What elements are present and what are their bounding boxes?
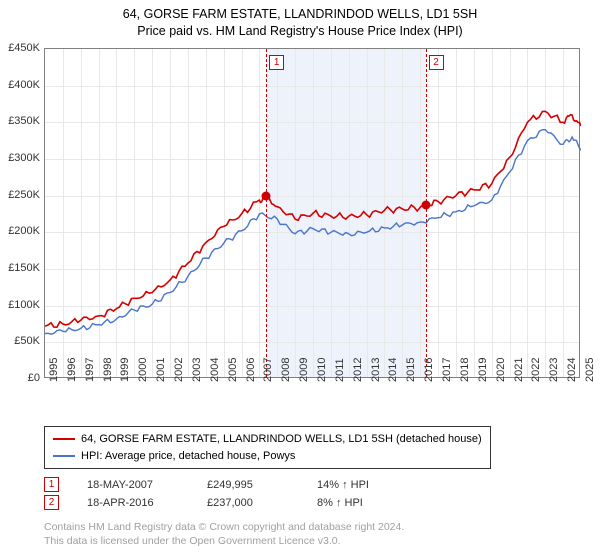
event-badge-1: 1 (44, 477, 59, 492)
event-badge-2: 2 (44, 495, 59, 510)
event-date-2: 18-APR-2016 (87, 497, 207, 509)
x-axis-label: 2018 (459, 358, 471, 382)
x-axis-label: 2015 (405, 358, 417, 382)
x-axis-label: 2011 (334, 358, 346, 382)
x-axis-label: 2014 (387, 358, 399, 382)
y-axis-label: £450K (8, 42, 40, 54)
x-axis-label: 2006 (245, 358, 257, 382)
event-line (426, 49, 427, 377)
x-axis-label: 1998 (102, 358, 114, 382)
x-axis-label: 2002 (173, 358, 185, 382)
chart-container: 64, GORSE FARM ESTATE, LLANDRINDOD WELLS… (0, 0, 600, 560)
event-pct-2: 8% ↑ HPI (317, 497, 437, 509)
legend-swatch-subject (53, 438, 75, 440)
x-axis-label: 2007 (262, 358, 274, 382)
chart-area: 12 £0£50K£100K£150K£200K£250K£300K£350K£… (44, 48, 580, 398)
event-badge-on-chart: 2 (429, 55, 444, 70)
legend-label-hpi: HPI: Average price, detached house, Powy… (81, 448, 295, 465)
y-axis-label: £50K (14, 335, 40, 347)
x-axis-label: 2012 (352, 358, 364, 382)
x-axis-label: 2020 (495, 358, 507, 382)
y-axis-label: £400K (8, 79, 40, 91)
event-badge-on-chart: 1 (269, 55, 284, 70)
x-axis-label: 2021 (513, 358, 525, 382)
event-row-2: 2 18-APR-2016 £237,000 8% ↑ HPI (44, 495, 437, 510)
x-axis-label: 2023 (548, 358, 560, 382)
x-axis-label: 2022 (530, 358, 542, 382)
x-axis-label: 2000 (137, 358, 149, 382)
x-axis-label: 2004 (209, 358, 221, 382)
x-axis-label: 2009 (298, 358, 310, 382)
x-axis-label: 1997 (84, 358, 96, 382)
event-row-1: 1 18-MAY-2007 £249,995 14% ↑ HPI (44, 477, 437, 492)
y-axis-label: £0 (28, 372, 40, 384)
legend-swatch-hpi (53, 455, 75, 457)
footnote-line1: Contains HM Land Registry data © Crown c… (44, 521, 404, 533)
event-line (266, 49, 267, 377)
x-axis-label: 1995 (48, 358, 60, 382)
footnote: Contains HM Land Registry data © Crown c… (44, 520, 404, 548)
sale-marker (262, 191, 271, 200)
legend-row-1: 64, GORSE FARM ESTATE, LLANDRINDOD WELLS… (53, 431, 482, 448)
events-table: 1 18-MAY-2007 £249,995 14% ↑ HPI 2 18-AP… (44, 474, 437, 513)
x-axis-label: 2017 (441, 358, 453, 382)
legend-box: 64, GORSE FARM ESTATE, LLANDRINDOD WELLS… (44, 426, 491, 469)
event-date-1: 18-MAY-2007 (87, 479, 207, 491)
y-axis-label: £150K (8, 262, 40, 274)
x-axis-label: 1996 (66, 358, 78, 382)
x-axis-label: 2019 (477, 358, 489, 382)
y-axis-label: £100K (8, 299, 40, 311)
x-axis-label: 2001 (155, 358, 167, 382)
legend-row-2: HPI: Average price, detached house, Powy… (53, 448, 482, 465)
plot-area: 12 (44, 48, 580, 378)
event-price-1: £249,995 (207, 479, 317, 491)
legend-label-subject: 64, GORSE FARM ESTATE, LLANDRINDOD WELLS… (81, 431, 482, 448)
x-axis-label: 2008 (280, 358, 292, 382)
series-subject_property (45, 111, 581, 327)
x-axis-label: 2013 (370, 358, 382, 382)
y-axis-label: £350K (8, 115, 40, 127)
footnote-line2: This data is licensed under the Open Gov… (44, 535, 341, 547)
sale-marker (421, 201, 430, 210)
x-axis-label: 2024 (566, 358, 578, 382)
x-axis-label: 2005 (227, 358, 239, 382)
x-axis-label: 2003 (191, 358, 203, 382)
chart-title: 64, GORSE FARM ESTATE, LLANDRINDOD WELLS… (0, 0, 600, 40)
y-axis-label: £300K (8, 152, 40, 164)
x-axis-label: 2010 (316, 358, 328, 382)
title-line1: 64, GORSE FARM ESTATE, LLANDRINDOD WELLS… (123, 7, 478, 21)
y-axis-label: £250K (8, 189, 40, 201)
y-axis-label: £200K (8, 225, 40, 237)
x-axis-label: 2016 (423, 358, 435, 382)
title-line2: Price paid vs. HM Land Registry's House … (137, 24, 462, 38)
event-pct-1: 14% ↑ HPI (317, 479, 437, 491)
event-price-2: £237,000 (207, 497, 317, 509)
line-series-svg (45, 49, 581, 379)
x-axis-label: 1999 (119, 358, 131, 382)
x-axis-label: 2025 (584, 358, 596, 382)
